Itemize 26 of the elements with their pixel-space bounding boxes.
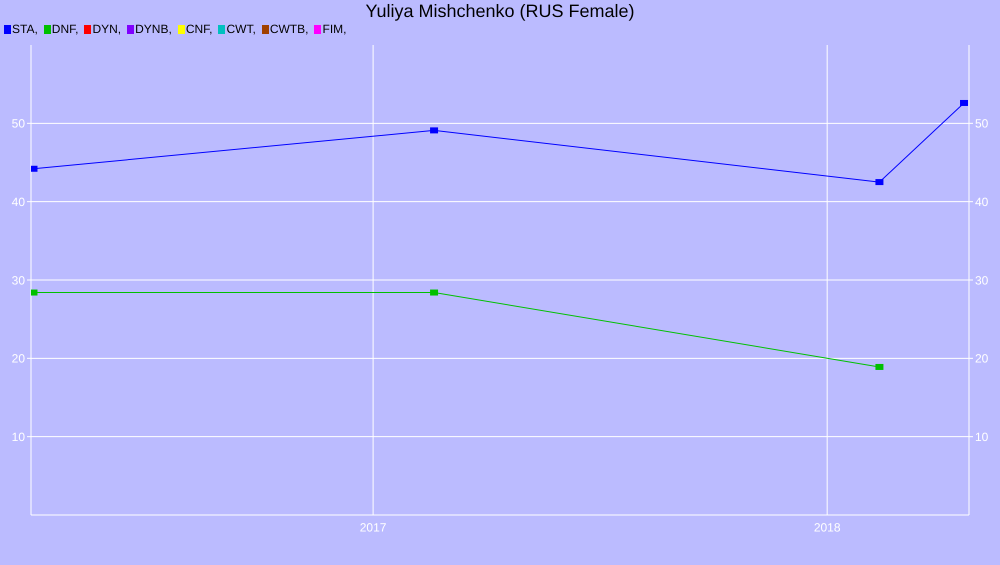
y-tick-label: 30 — [12, 273, 26, 288]
y2-tick-label: 20 — [975, 352, 989, 366]
x-tick-label: 2017 — [360, 520, 387, 535]
point — [960, 100, 968, 106]
y-tick-label: 50 — [12, 116, 26, 131]
point — [875, 364, 884, 370]
point — [875, 179, 884, 186]
y-tick-label: 20 — [12, 352, 26, 366]
y2-tick-label: 50 — [975, 116, 989, 131]
y2-tick-label: 30 — [975, 273, 989, 288]
legend-label: DYN, — [91, 22, 122, 36]
legend-label: STA, — [11, 22, 38, 36]
legend-label: DYNB, — [134, 22, 172, 36]
legend-label: CNF, — [184, 22, 212, 36]
legend-label: FIM, — [321, 22, 346, 36]
legend-label: CWTB, — [268, 22, 308, 36]
y2-tick-label: 10 — [975, 430, 989, 444]
legend-label: CWT, — [225, 22, 256, 36]
legend-label: DNF, — [50, 22, 78, 36]
chart-title: Yuliya Mishchenko (RUS Female) — [364, 1, 636, 22]
y2-tick-label: 40 — [975, 194, 989, 209]
point — [430, 290, 438, 296]
y-tick-label: 10 — [12, 430, 26, 444]
y-tick-label: 40 — [12, 194, 26, 209]
point — [430, 127, 438, 134]
x-tick-label: 2018 — [814, 520, 841, 535]
